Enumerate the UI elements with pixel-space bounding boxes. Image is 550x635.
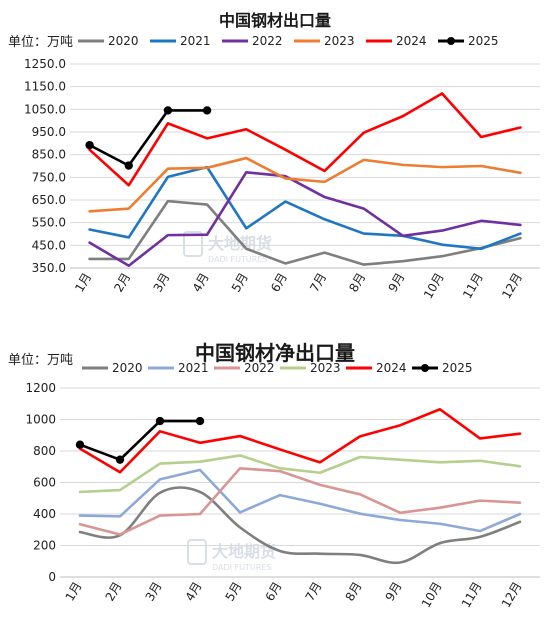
y-tick-label: 450.0	[32, 238, 66, 252]
chart-2-legend: 2020 2021 2022 2023 2024 2025	[82, 361, 473, 375]
y-tick-label: 1000	[25, 413, 56, 427]
data-point-2025	[115, 455, 125, 464]
series-line-2022	[88, 171, 522, 268]
x-tick-label: 5月	[229, 271, 251, 295]
chart-1-y-axis: 350.0 450.0 550.0 650.0 750.0 850.0 950.0 1050.…	[24, 57, 66, 275]
chart-2: 中国钢材净出口量 单位：万吨 大地期货 DADI FUTURES 0 200 400…	[8, 341, 540, 610]
x-tick-label: 7月	[303, 580, 325, 604]
y-tick-label: 550.0	[32, 216, 66, 230]
legend-label-2025: 2025	[468, 34, 499, 48]
x-tick-label: 12月	[499, 580, 525, 611]
series-line-2023	[88, 156, 522, 213]
legend-label-2021: 2021	[178, 361, 209, 375]
x-tick-label: 8月	[343, 580, 365, 604]
watermark-text: 大地期货	[212, 542, 276, 561]
y-tick-label: 600	[33, 476, 56, 490]
y-tick-label: 750.0	[32, 170, 66, 184]
legend-label-2022: 2022	[244, 361, 275, 375]
x-tick-label: 3月	[151, 271, 173, 295]
y-tick-label: 1200	[25, 381, 56, 395]
chart-1-gridlines	[70, 63, 540, 269]
watermark-subtext: DADI FUTURES	[208, 255, 267, 264]
data-point-2025	[195, 416, 205, 426]
x-tick-label: 5月	[223, 580, 245, 604]
series-line-2025	[88, 109, 209, 167]
data-point-2025	[202, 106, 212, 115]
data-point-2025	[124, 161, 133, 170]
x-tick-label: 9月	[383, 580, 405, 604]
series-line-2025	[78, 419, 202, 461]
data-point-2025	[85, 140, 94, 150]
x-tick-label: 9月	[386, 271, 408, 295]
legend-marker-2025	[421, 364, 429, 372]
x-tick-label: 1月	[72, 271, 94, 295]
watermark-logo	[187, 539, 207, 565]
x-tick-label: 6月	[268, 271, 290, 295]
y-tick-label: 1250.0	[24, 57, 66, 71]
legend-label-2024: 2024	[396, 34, 427, 48]
x-tick-label: 10月	[419, 580, 445, 611]
legend-label-2020: 2020	[112, 361, 143, 375]
y-tick-label: 400	[33, 507, 56, 521]
chart-1-x-axis: 1月 2月 3月 4月 5月 6月 7月 8月 9月 10月 11月 12月	[72, 271, 525, 302]
x-tick-label: 2月	[111, 271, 133, 295]
chart-2-unit-label: 单位：万吨	[8, 353, 73, 368]
chart-1-series	[85, 92, 522, 268]
y-tick-label: 800	[33, 444, 56, 458]
chart-1: 中国钢材出口量 单位：万吨 大地期货 DADI FUTURES 350.0 450…	[8, 11, 540, 301]
y-tick-label: 650.0	[32, 193, 66, 207]
chart-2-series	[75, 407, 522, 565]
x-tick-label: 2月	[103, 580, 125, 604]
data-point-2025	[163, 106, 173, 115]
y-tick-label: 950.0	[32, 125, 66, 139]
chart-1-title: 中国钢材出口量	[219, 11, 331, 30]
y-tick-label: 850.0	[32, 148, 66, 162]
x-tick-label: 7月	[307, 271, 329, 295]
x-tick-label: 1月	[63, 580, 85, 604]
x-tick-label: 11月	[459, 580, 485, 611]
x-tick-label: 12月	[499, 271, 525, 302]
x-tick-label: 4月	[183, 580, 205, 604]
x-tick-label: 4月	[190, 271, 212, 295]
series-line-2020	[78, 486, 522, 565]
chart-2-x-axis: 1月 2月 3月 4月 5月 6月 7月 8月 9月 10月 11月 12月	[63, 580, 525, 611]
series-line-2021	[88, 165, 522, 251]
series-line-2021	[78, 468, 522, 533]
data-point-2025	[75, 440, 85, 449]
x-tick-label: 3月	[143, 580, 165, 604]
legend-label-2025: 2025	[442, 361, 473, 375]
chart-1-unit-label: 单位：万吨	[8, 35, 73, 50]
y-tick-label: 350.0	[32, 261, 66, 275]
legend-label-2023: 2023	[310, 361, 341, 375]
chart-2-watermark: 大地期货 DADI FUTURES	[187, 539, 276, 572]
legend-label-2022: 2022	[252, 34, 283, 48]
watermark-logo	[183, 231, 203, 257]
chart-1-legend: 2020 2021 2022 2023 2024 2025	[78, 34, 499, 48]
chart-2-y-axis: 0 200 400 600 800 1000 1200	[25, 381, 56, 584]
legend-label-2021: 2021	[180, 34, 211, 48]
legend-label-2023: 2023	[324, 34, 355, 48]
x-tick-label: 11月	[460, 271, 486, 302]
y-tick-label: 0	[48, 570, 56, 584]
y-tick-label: 1150.0	[24, 80, 66, 94]
chart-1-watermark: 大地期货 DADI FUTURES	[183, 231, 272, 264]
y-tick-label: 200	[33, 539, 56, 553]
series-line-2024	[78, 407, 522, 474]
series-line-2020	[88, 199, 522, 266]
legend-label-2024: 2024	[376, 361, 407, 375]
chart-2-title: 中国钢材净出口量	[195, 341, 355, 365]
x-tick-label: 8月	[346, 271, 368, 295]
legend-marker-2025	[447, 37, 455, 45]
x-tick-label: 10月	[421, 271, 447, 302]
chart-2-gridlines	[60, 387, 540, 578]
x-tick-label: 6月	[263, 580, 285, 604]
y-tick-label: 1050.0	[24, 102, 66, 116]
series-line-2023	[78, 454, 522, 494]
legend-label-2020: 2020	[108, 34, 139, 48]
watermark-subtext: DADI FUTURES	[212, 563, 271, 572]
series-line-2022	[78, 467, 522, 536]
data-point-2025	[155, 416, 165, 426]
series-line-2024	[88, 92, 522, 187]
